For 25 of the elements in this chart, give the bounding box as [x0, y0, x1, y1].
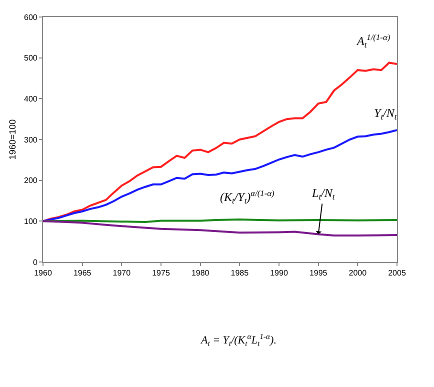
x-tick-label: 1980: [191, 268, 210, 278]
x-tick-label: 1965: [73, 268, 92, 278]
y-tick-label: 0: [32, 258, 38, 267]
y-tick-label: 400: [24, 94, 38, 104]
y-axis-title: 1960=100: [7, 119, 18, 160]
series-label: (K$_{t}$/Y$_{t}$)$^{α/(1-α)}$: [220, 189, 275, 206]
x-tick-label: 1960: [34, 268, 52, 278]
x-tick-label: 2005: [388, 268, 406, 278]
x-tick-label: 1985: [230, 268, 250, 278]
text: A$_{t}$ = Y$_{t}$/(K$_{t}$$^{α}$L$_{t}$$^{1-α}$).: [201, 332, 276, 348]
series-label: Y$_{t}$/N$_{t}$: [374, 106, 398, 122]
x-tick-label: 1995: [309, 268, 328, 278]
x-tick-label: 2000: [348, 268, 368, 278]
x-tick-label: 1990: [270, 268, 288, 278]
x-tick-label: 1975: [152, 268, 170, 278]
line-series: [43, 129, 397, 222]
y-tick-label: 300: [24, 135, 38, 144]
line-series: [43, 220, 397, 236]
y-tick-label: 600: [24, 12, 38, 22]
line-series: [43, 62, 397, 222]
x-tick-label: 1970: [112, 268, 132, 278]
y-tick-label: 500: [24, 54, 38, 63]
y-tick-label: 200: [24, 176, 38, 186]
text: L$_{t}$/N$_{t}$: [311, 186, 336, 202]
y-tick-label: 100: [24, 216, 38, 226]
